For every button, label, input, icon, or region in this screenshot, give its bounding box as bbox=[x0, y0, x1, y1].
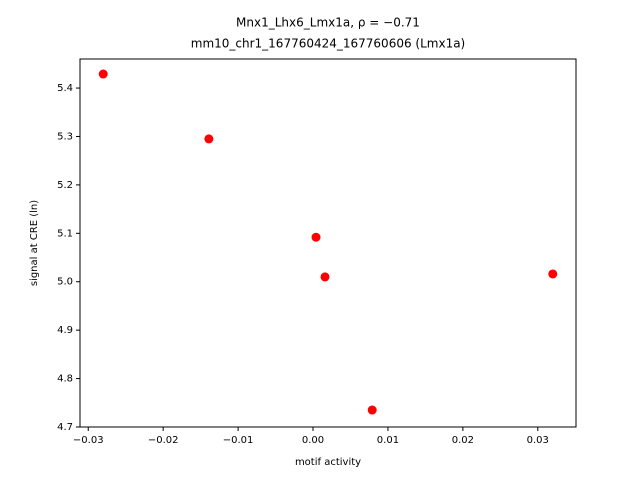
y-tick-label: 5.1 bbox=[57, 228, 73, 239]
x-tick-label: 0.01 bbox=[377, 435, 399, 446]
y-tick-label: 5.0 bbox=[57, 277, 73, 288]
point bbox=[320, 272, 330, 282]
x-tick-label: 0.00 bbox=[302, 435, 324, 446]
chart-subtitle: mm10_chr1_167760424_167760606 (Lmx1a) bbox=[191, 37, 466, 51]
chart-title: Mnx1_Lhx6_Lmx1a, ρ = −0.71 bbox=[236, 16, 420, 30]
y-tick-label: 5.4 bbox=[57, 83, 73, 94]
y-tick-label: 4.9 bbox=[57, 325, 73, 336]
y-tick-label: 4.7 bbox=[57, 422, 73, 433]
plot-frame bbox=[79, 58, 577, 428]
x-tick-label: 0.02 bbox=[452, 435, 474, 446]
y-tick-label: 5.2 bbox=[57, 180, 73, 191]
point bbox=[204, 134, 214, 144]
x-tick-label: −0.01 bbox=[223, 435, 254, 446]
x-tick-label: 0.03 bbox=[527, 435, 549, 446]
point bbox=[98, 69, 108, 79]
y-tick-label: 4.8 bbox=[57, 374, 73, 385]
y-axis-label: signal at CRE (ln) bbox=[29, 200, 40, 286]
y-tick-label: 5.3 bbox=[57, 131, 73, 142]
point bbox=[367, 405, 377, 415]
point bbox=[548, 269, 558, 279]
x-tick-label: −0.02 bbox=[148, 435, 179, 446]
x-tick-label: −0.03 bbox=[73, 435, 104, 446]
point bbox=[311, 232, 321, 242]
x-axis-label: motif activity bbox=[295, 457, 361, 468]
